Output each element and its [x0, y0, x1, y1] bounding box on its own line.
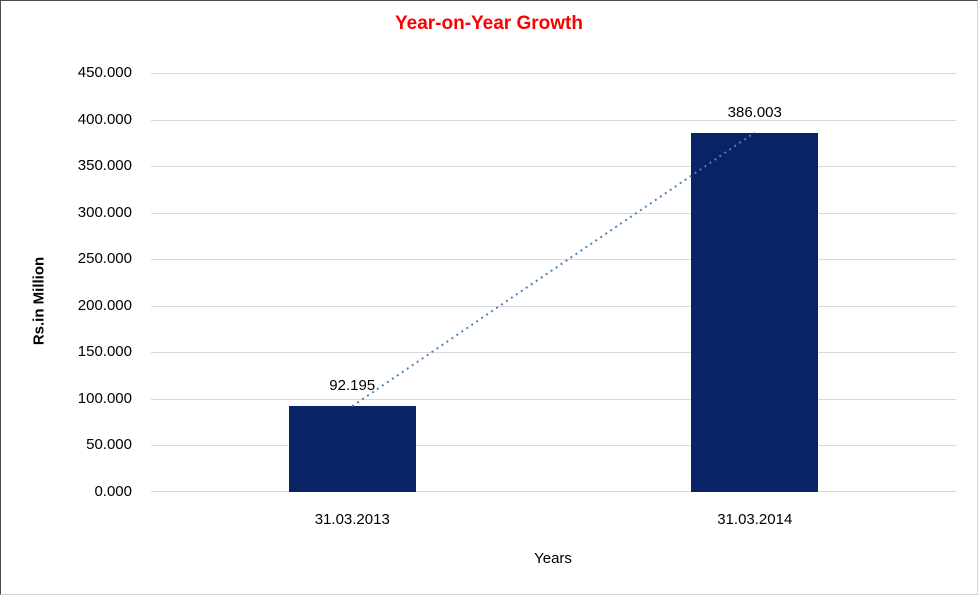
y-axis-title: Rs.in Million	[30, 256, 48, 346]
data-label: 92.195	[329, 377, 376, 395]
chart-title: Year-on-Year Growth	[395, 13, 583, 34]
data-label: 386.003	[727, 103, 782, 121]
gridline	[151, 306, 956, 307]
gridline	[151, 399, 956, 400]
gridline	[151, 352, 956, 353]
plot-area: 92.195 386.003	[151, 73, 956, 492]
bar	[691, 132, 819, 492]
x-axis-tick-label: 31.03.2014	[717, 511, 793, 528]
gridline	[151, 491, 956, 492]
x-axis-tick-label: 31.03.2013	[314, 511, 390, 528]
gridline	[151, 259, 956, 260]
gridline	[151, 120, 956, 121]
x-axis-title: Years	[534, 550, 572, 567]
y-axis-tick-label: 450.000	[77, 64, 132, 81]
gridline	[151, 213, 956, 214]
y-axis-tick-label: 50.000	[86, 436, 132, 454]
y-axis-tick-label: 400.000	[77, 110, 132, 128]
gridline	[151, 166, 956, 167]
y-axis-tick-label: 200.000	[77, 296, 132, 314]
y-axis-tick-label: 150.000	[77, 343, 132, 361]
y-axis-tick-label: 350.000	[77, 157, 132, 175]
y-axis-tick-label: 250.000	[77, 250, 132, 268]
y-axis-tick-label: 100.000	[77, 389, 132, 407]
gridline	[151, 445, 956, 446]
trendline	[351, 131, 756, 407]
gridline	[151, 73, 956, 74]
y-axis-tick-label: 300.000	[77, 203, 132, 221]
bar	[288, 406, 416, 492]
y-axis-tick-label: 0.000	[94, 483, 132, 500]
